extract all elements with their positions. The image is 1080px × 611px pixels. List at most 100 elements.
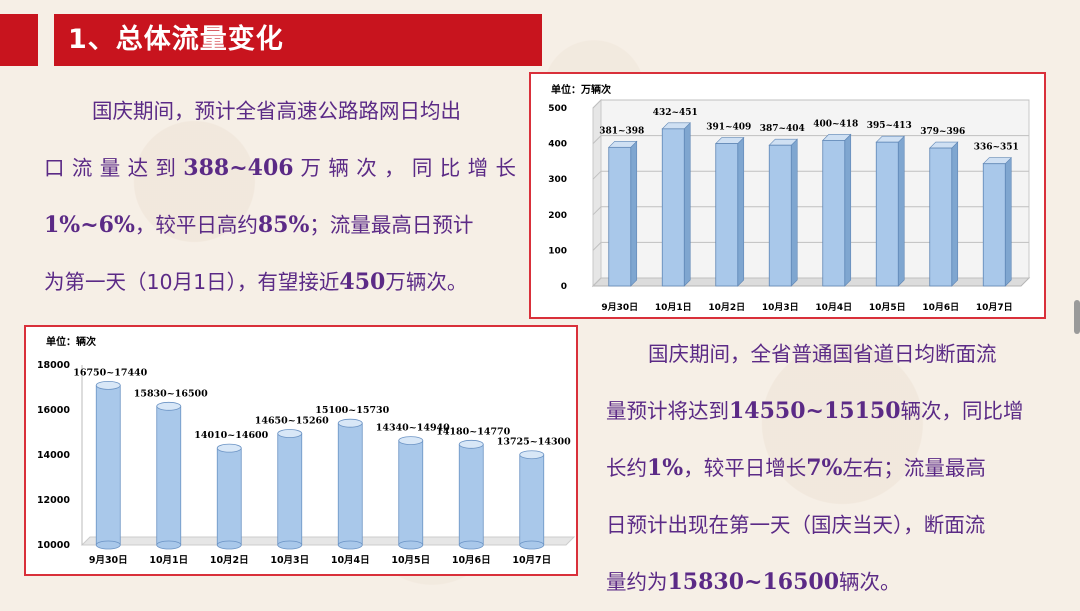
text: 长约 [606, 456, 647, 480]
data-label: 336~351 [974, 143, 1019, 153]
paragraph-line: 为第一天（10月1日），有望接近450万辆次。 [44, 254, 516, 311]
bar [277, 433, 303, 546]
text: ，较平日增长 [683, 456, 807, 480]
text: 为第一天（10月1日），有望接近 [44, 270, 340, 294]
paragraph-line: 1%~6%，较平日高约85%；流量最高日预计 [44, 197, 516, 254]
y-tick-label: 0 [561, 282, 567, 292]
y-tick-label: 14000 [37, 450, 70, 461]
bar-top [277, 429, 303, 438]
gridline [592, 135, 1029, 144]
bar-top [398, 436, 424, 445]
chart-unit-label: 单位：辆次 [46, 337, 96, 348]
bar-base [277, 540, 303, 550]
x-tick-label: 10月2日 [708, 302, 745, 313]
y-tick-label: 18000 [37, 360, 70, 371]
x-tick-label: 9月30日 [601, 302, 638, 313]
highway-bar-chart-svg: 0 100 200 300 400 500 381~398 9月30日 432~451 10月1日… [548, 98, 1031, 313]
data-label: 13725~14300 [497, 437, 571, 448]
text: 国庆期间，全省普通国省道日均断面流 [648, 342, 997, 366]
text: ；流量最高日预计 [309, 213, 474, 237]
y-tick-label: 100 [548, 246, 567, 256]
bar-top [156, 401, 182, 411]
x-tick-label: 10月3日 [762, 302, 799, 313]
paragraph-line: 量预计将达到14550~15150辆次，同比增 [606, 383, 1050, 440]
text: ，较平日高约 [134, 213, 258, 237]
x-tick-label: 9月30日 [89, 555, 128, 566]
bar-top [95, 380, 121, 390]
bar [661, 128, 685, 287]
bar-side [844, 133, 852, 287]
bar-base [398, 540, 424, 550]
data-label: 381~398 [599, 126, 644, 136]
x-tick-label: 10月1日 [149, 555, 188, 566]
text: 左右；流量最高 [842, 456, 986, 480]
chart-unit-label: 单位：万辆次 [551, 85, 611, 96]
data-label: 432~451 [653, 108, 698, 118]
x-tick-label: 10月1日 [655, 302, 692, 313]
bar-side [630, 140, 638, 287]
paragraph-line: 口 流 量 达 到 388~406 万 辆 次 ， 同 比 增 长 [44, 140, 516, 197]
x-tick-label: 10月6日 [452, 555, 491, 566]
data-label: 14340~14940 [376, 423, 450, 434]
bar [95, 384, 121, 546]
bar-base [519, 540, 545, 550]
y-tick-label: 12000 [37, 495, 70, 506]
x-tick-label: 10月5日 [869, 302, 906, 313]
bar-base [95, 540, 121, 550]
text: 辆次。 [839, 570, 901, 594]
y-tick-label: 200 [548, 211, 567, 221]
bar-base [156, 540, 182, 550]
text: 口 流 量 达 到 [44, 156, 184, 180]
text: 辆次，同比增 [900, 399, 1024, 423]
highlight-number: 450 [339, 269, 386, 295]
gridline [592, 99, 1029, 109]
text: 量约为 [606, 570, 668, 594]
bar [608, 146, 632, 287]
x-tick-label: 10月7日 [976, 302, 1013, 313]
x-tick-label: 10月3日 [270, 555, 309, 566]
bar [875, 141, 899, 287]
data-label: 14650~15260 [255, 416, 329, 427]
highlight-number: 14550~15150 [729, 398, 901, 424]
data-label: 14010~14600 [194, 430, 268, 441]
bar [156, 405, 182, 546]
data-label: 15100~15730 [315, 405, 389, 416]
bar-top [337, 418, 363, 428]
bar [398, 440, 424, 546]
text: 日预计出现在第一天（国庆当天），断面流 [606, 513, 986, 537]
bar [929, 147, 953, 287]
paragraph-line: 国庆期间，全省普通国省道日均断面流 [606, 326, 1050, 383]
chart-floor [591, 277, 1031, 287]
highlight-number: 7% [806, 455, 843, 481]
x-tick-label: 10月6日 [922, 302, 959, 313]
paragraph-line: 量约为15830~16500辆次。 [606, 554, 1050, 611]
highway-traffic-chart: 单位：万辆次 0 100 200 300 400 500 381~398 9月30日 432~4… [529, 72, 1046, 319]
bar-side [951, 141, 959, 287]
bar [715, 143, 739, 287]
y-tick-label: 10000 [37, 540, 70, 551]
bar-side [737, 136, 745, 287]
y-tick-label: 300 [548, 175, 567, 185]
bar-side [1004, 156, 1012, 287]
highlight-number: 15830~16500 [667, 569, 840, 595]
data-label: 387~404 [760, 124, 805, 134]
scroll-handle[interactable] [1074, 300, 1080, 334]
x-tick-label: 10月5日 [391, 555, 430, 566]
bar [822, 139, 846, 287]
data-label: 391~409 [706, 123, 751, 133]
bar-side [897, 135, 905, 287]
bar-side [790, 138, 798, 287]
national-road-summary-paragraph: 国庆期间，全省普通国省道日均断面流 量预计将达到14550~15150辆次，同比… [606, 326, 1050, 611]
y-tick-label: 400 [548, 140, 567, 150]
x-tick-label: 10月2日 [210, 555, 249, 566]
data-label: 14180~14770 [436, 426, 510, 437]
data-label: 16750~17440 [73, 367, 147, 378]
paragraph-line: 长约1%，较平日增长7%左右；流量最高 [606, 440, 1050, 497]
national-road-traffic-chart: 单位：辆次 10000 12000 14000 16000 18000 16750~174… [24, 325, 578, 576]
bar [337, 422, 363, 546]
paragraph-line: 国庆期间，预计全省高速公路路网日均出 [44, 83, 516, 140]
bar [982, 163, 1006, 287]
data-label: 379~396 [920, 127, 965, 137]
page-title: 1、总体流量变化 [54, 14, 542, 66]
